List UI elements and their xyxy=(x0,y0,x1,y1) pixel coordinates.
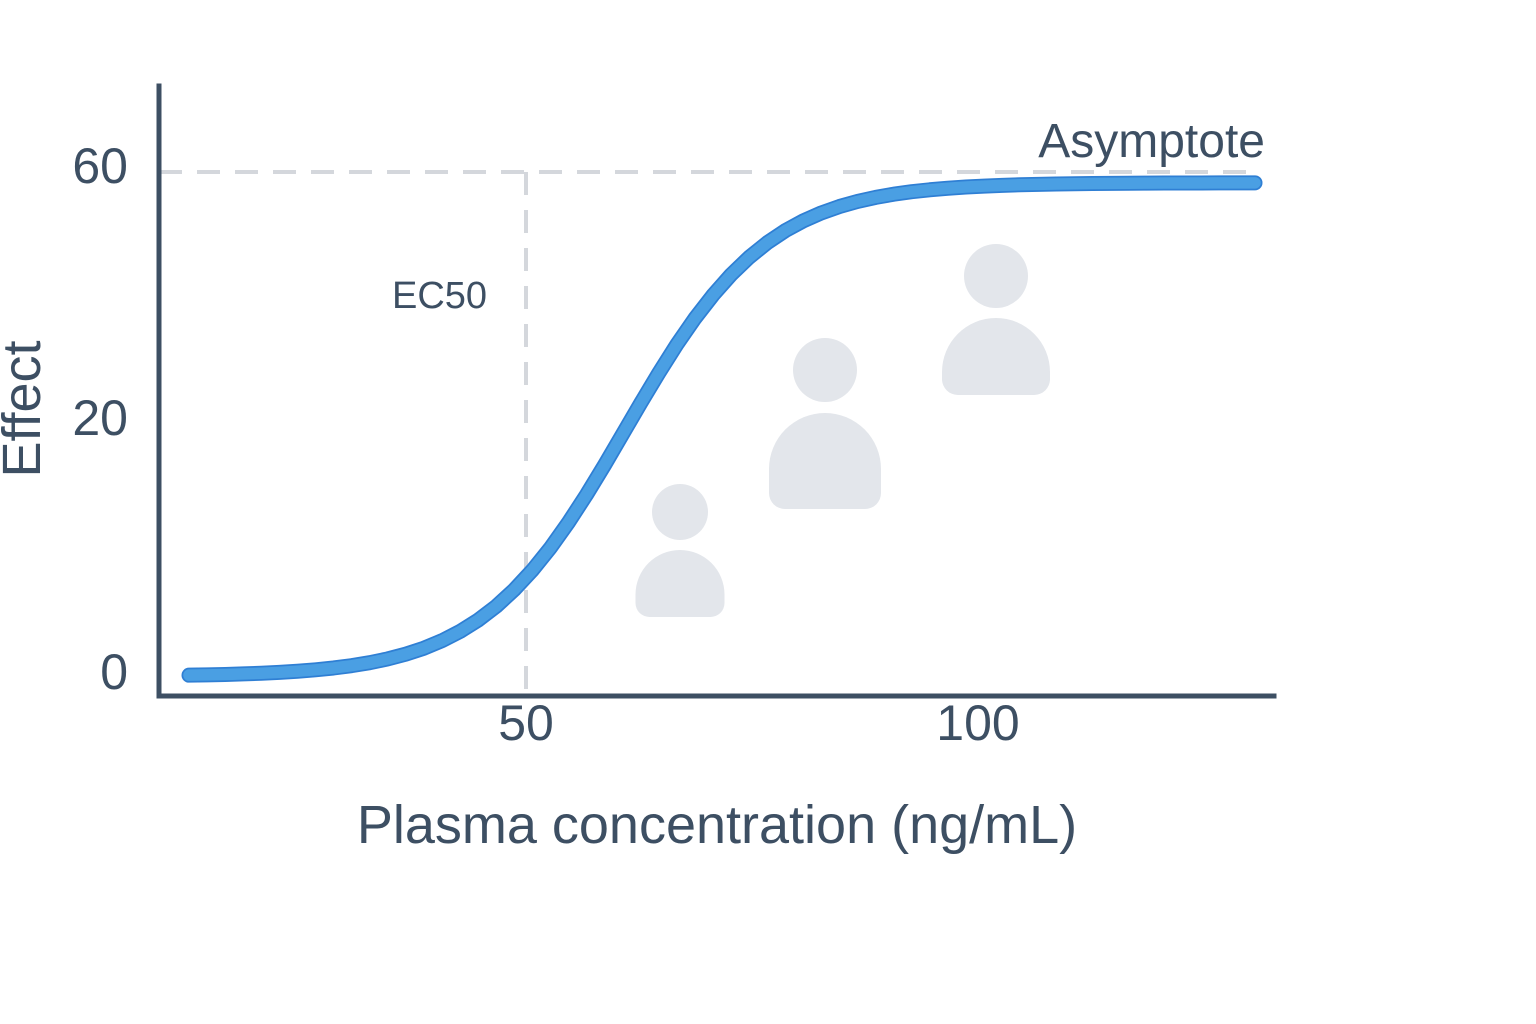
svg-text:Asymptote: Asymptote xyxy=(1038,115,1265,168)
svg-text:20: 20 xyxy=(72,390,128,446)
svg-text:Effect: Effect xyxy=(0,340,52,477)
svg-text:0: 0 xyxy=(100,644,128,700)
svg-text:60: 60 xyxy=(72,138,128,194)
svg-text:EC50: EC50 xyxy=(392,275,487,317)
svg-text:100: 100 xyxy=(936,695,1019,751)
svg-text:50: 50 xyxy=(498,695,554,751)
svg-text:Plasma concentration (ng/mL): Plasma concentration (ng/mL) xyxy=(357,795,1077,855)
